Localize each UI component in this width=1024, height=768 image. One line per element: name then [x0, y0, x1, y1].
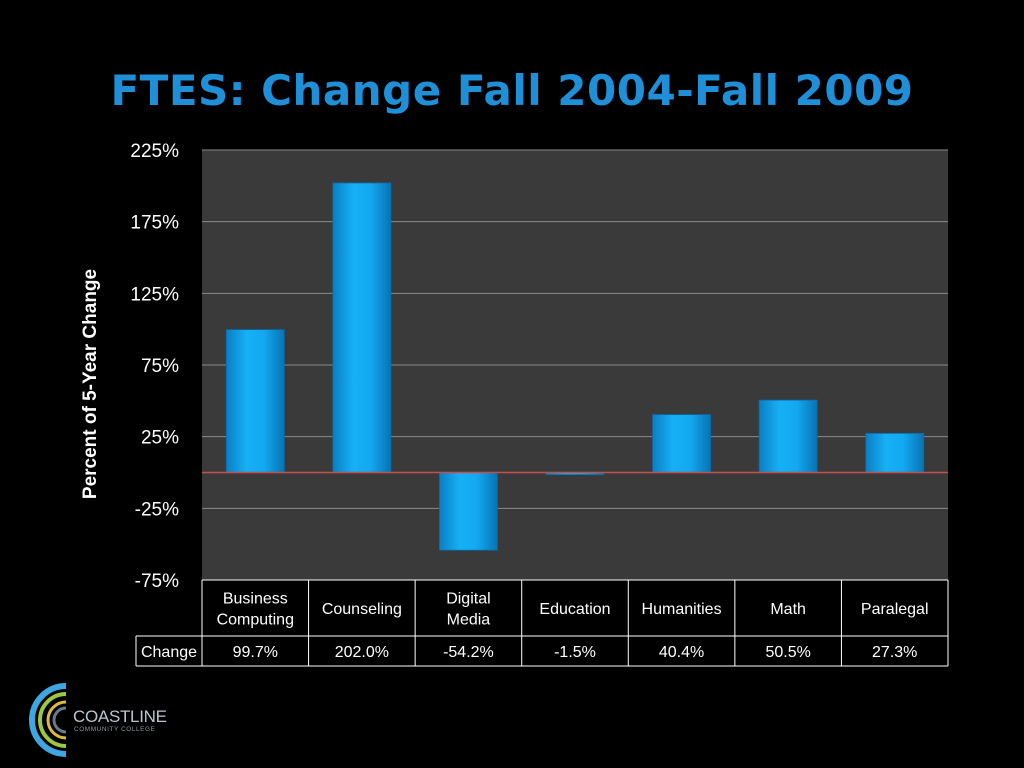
bar	[758, 399, 818, 473]
gridlines	[202, 149, 948, 509]
y-tick-label: 125%	[130, 284, 179, 305]
category-label: Business	[223, 591, 288, 608]
value-label: 40.4%	[659, 644, 704, 661]
bars	[225, 182, 925, 551]
bar	[865, 432, 925, 473]
value-label: 50.5%	[765, 644, 810, 661]
slide-title: FTES: Change Fall 2004-Fall 2009	[110, 66, 914, 115]
category-label: Computing	[217, 612, 294, 629]
category-label: Counseling	[322, 601, 402, 618]
bar	[439, 472, 498, 551]
y-tick-label: 25%	[141, 428, 179, 449]
y-tick-label: 75%	[141, 356, 179, 377]
bar	[225, 329, 285, 473]
y-tick-label: 175%	[130, 213, 179, 234]
logo-subtitle: COMMUNITY COLLEGE	[74, 726, 156, 733]
category-label: Education	[539, 601, 610, 618]
category-label: Humanities	[642, 601, 722, 618]
value-label: -54.2%	[443, 644, 494, 661]
coastline-logo-icon	[29, 683, 67, 757]
value-label: 202.0%	[335, 644, 389, 661]
y-tick-label: -25%	[135, 499, 179, 520]
category-label: Digital	[446, 591, 490, 608]
bar	[652, 414, 711, 473]
value-label: 99.7%	[233, 644, 278, 661]
category-label: Paralegal	[861, 601, 929, 618]
category-label: Math	[770, 601, 806, 618]
y-axis-ticks: 225% 175% 125% 75% 25% -25% -75%	[130, 141, 179, 592]
y-tick-label: -75%	[135, 571, 179, 592]
logo-name: COASTLINE	[73, 707, 167, 726]
y-tick-label: 225%	[130, 141, 179, 162]
y-axis-label: Percent of 5-Year Change	[80, 269, 101, 499]
data-table: Business Computing Counseling Digital Media E…	[135, 579, 949, 667]
category-label: Media	[447, 612, 491, 629]
bar	[332, 182, 392, 473]
series-label: Change	[141, 644, 197, 661]
value-label: 27.3%	[872, 644, 917, 661]
value-label: -1.5%	[554, 644, 596, 661]
